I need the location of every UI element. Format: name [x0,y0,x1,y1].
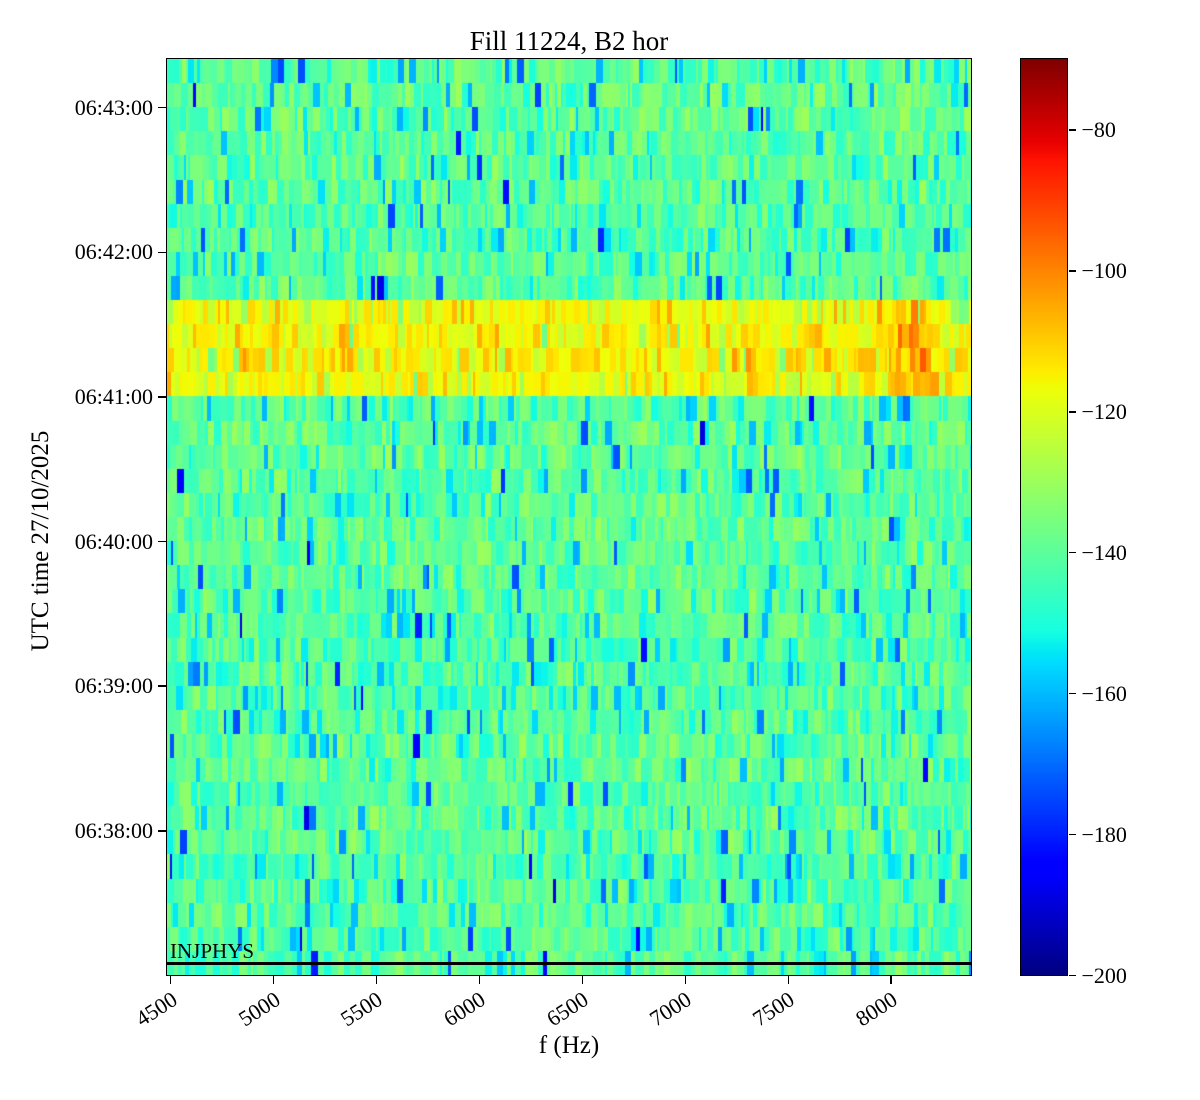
colorbar [1020,58,1068,976]
colorbar-gradient [1021,59,1067,975]
colorbar-tick-label: −160 [1081,680,1127,706]
y-tick-label: 06:40:00 [74,528,153,554]
y-tick-label: 06:42:00 [74,239,153,265]
colorbar-tick-label: −80 [1081,116,1116,142]
x-axis-label: f (Hz) [538,1032,600,1059]
colorbar-tick-mark [1068,692,1076,695]
injphys-line [167,961,971,965]
x-tick-mark [581,976,584,984]
y-tick-mark [158,685,166,687]
colorbar-tick-label: −140 [1081,539,1127,565]
colorbar-tick-mark [1068,129,1076,131]
colorbar-tick-mark [1068,270,1076,272]
colorbar-tick-mark [1068,551,1076,554]
x-tick-mark [169,976,172,984]
x-tick-mark [890,976,892,984]
colorbar-tick-mark [1068,974,1076,977]
y-tick-label: 06:38:00 [74,817,153,843]
spectrogram-heatmap [167,59,971,975]
y-tick-mark [158,540,166,543]
colorbar-tick-label: −200 [1081,962,1127,988]
y-tick-label: 06:41:00 [74,383,153,409]
x-tick-mark [684,976,687,984]
x-tick-mark [272,976,275,984]
colorbar-tick-mark [1068,833,1076,836]
y-tick-mark [158,251,166,254]
injphys-label: INJPHYS [170,939,255,964]
x-tick-mark [375,976,378,984]
y-tick-mark [158,830,166,832]
x-tick-label: 5000 [233,986,285,1032]
colorbar-tick-mark [1068,411,1076,413]
x-tick-label: 4500 [130,986,182,1032]
x-tick-label: 7000 [645,986,696,1032]
plot-title: Fill 11224, B2 hor [469,26,669,56]
colorbar-tick-label: −100 [1081,257,1127,283]
y-tick-label: 06:39:00 [74,673,153,699]
plot-area [166,58,972,976]
x-tick-label: 6000 [439,986,490,1032]
y-tick-label: 06:43:00 [74,94,153,120]
y-tick-mark [158,106,166,109]
y-tick-mark [158,396,166,398]
x-tick-label: 7500 [748,986,799,1032]
x-tick-mark [478,976,481,984]
x-tick-mark [787,976,789,984]
colorbar-tick-label: −180 [1081,821,1127,847]
colorbar-tick-label: −120 [1081,398,1127,424]
x-tick-label: 8000 [851,986,902,1032]
y-axis-label: UTC time 27/10/2025 [27,430,54,652]
x-tick-label: 6500 [542,986,593,1032]
x-tick-label: 5500 [336,986,388,1032]
